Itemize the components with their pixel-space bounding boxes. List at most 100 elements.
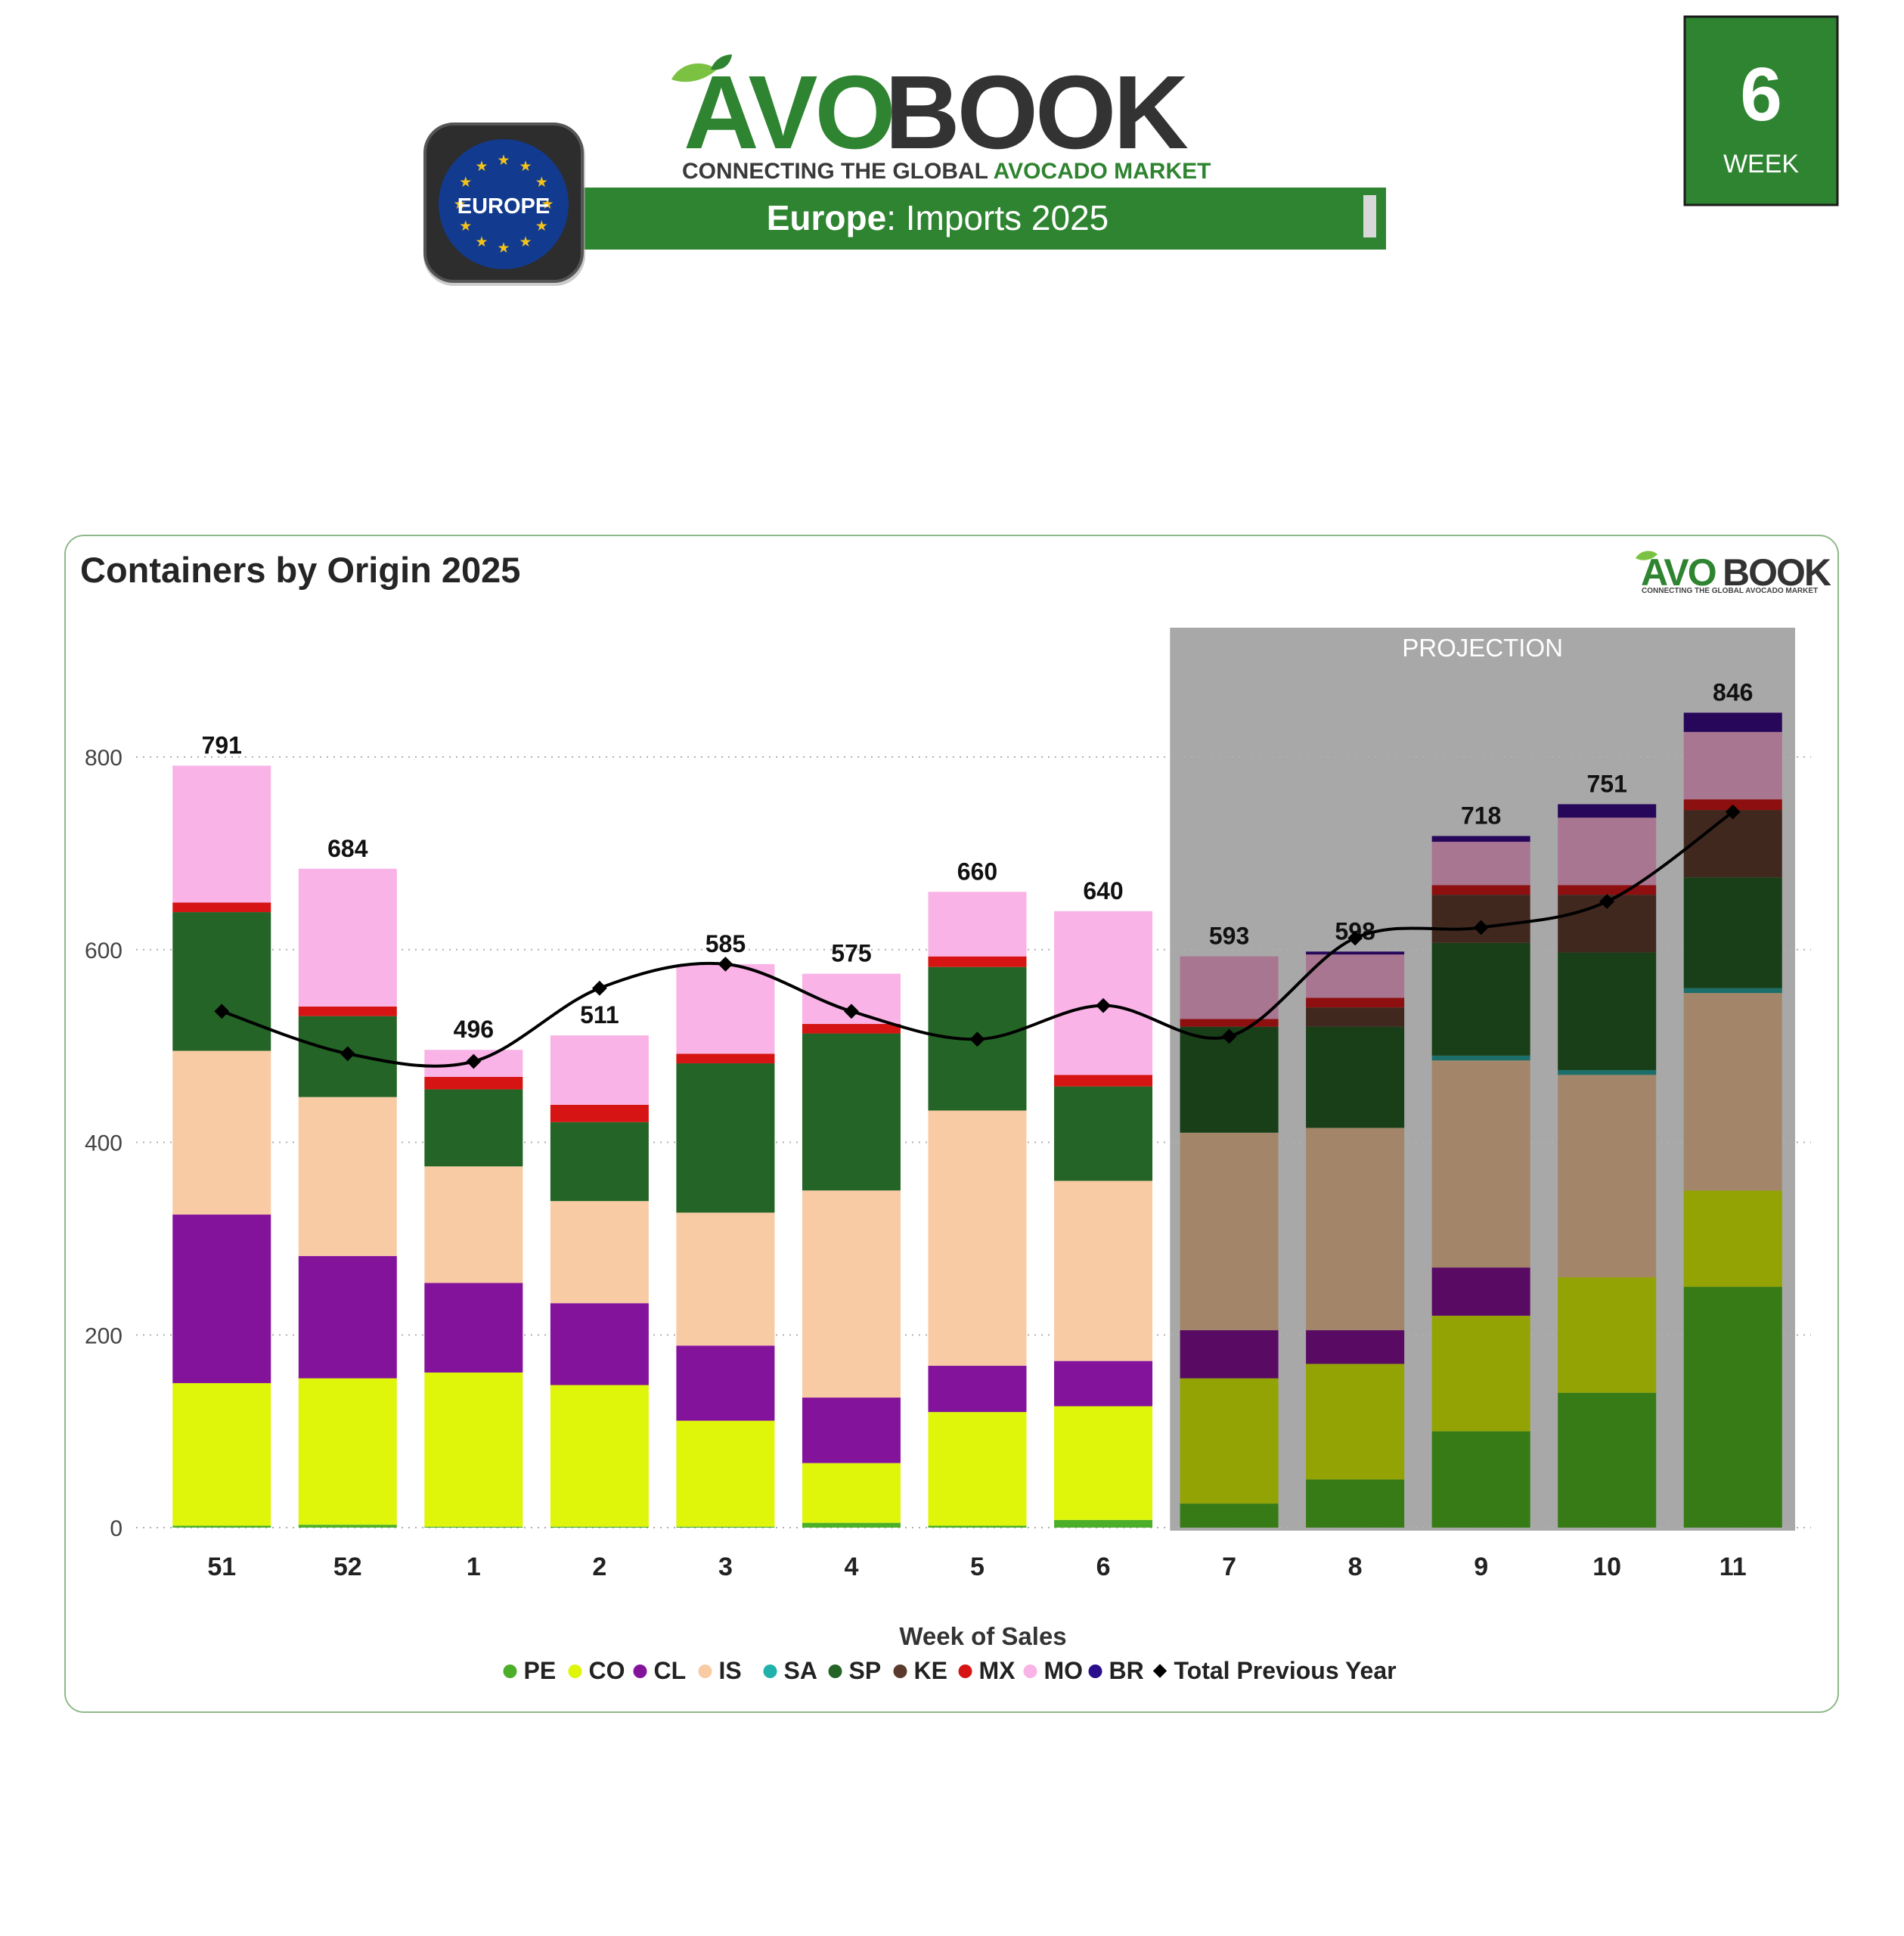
- x-tick-label: 8: [1348, 1553, 1363, 1581]
- bar-segment-sp: [1558, 952, 1657, 1070]
- previous-year-point: [718, 956, 733, 972]
- total-labels: 791684496511585575660640593598718751846: [202, 678, 1754, 1043]
- previous-year-point: [969, 1032, 985, 1047]
- bar-segment-mx: [1306, 997, 1405, 1008]
- bar-segment-mx: [172, 902, 271, 913]
- bar-segment-cl: [298, 1255, 397, 1379]
- bar-stack-week-10: [1558, 804, 1657, 1528]
- europe-badge: ★ ★★★★★★★★★★★ EUROPE: [423, 123, 585, 286]
- x-tick-label: 9: [1474, 1553, 1488, 1581]
- eu-star-icon: ★: [453, 197, 466, 213]
- brand-logo-avo: AVO: [684, 54, 893, 171]
- bar-segment-pe: [1054, 1519, 1153, 1528]
- banner-accent: [1363, 195, 1376, 237]
- bar-segment-mo: [1683, 731, 1782, 800]
- bar-segment-br: [1683, 712, 1782, 732]
- bar-segment-cl: [1054, 1360, 1153, 1407]
- bar-segment-mx: [298, 1006, 397, 1016]
- bar-stack-week-7: [1180, 956, 1279, 1528]
- x-tick-label: 10: [1592, 1553, 1621, 1581]
- watermark-avo: AVO: [1641, 551, 1716, 594]
- bar-segment-cl: [802, 1398, 901, 1463]
- previous-year-point: [1599, 894, 1615, 909]
- bar-segment-mx: [550, 1104, 649, 1122]
- bar-segment-cl: [1306, 1329, 1405, 1364]
- bar-stack-week-11: [1683, 712, 1782, 1528]
- bar-segment-mo: [1054, 911, 1153, 1075]
- bar-segment-br: [1431, 836, 1530, 842]
- bar-segment-sp: [1683, 877, 1782, 988]
- eu-stars-icon: ★ ★★★★★★★★★★★: [453, 153, 554, 256]
- legend-label: MO: [1044, 1657, 1084, 1684]
- bar-stack-week-5: [928, 892, 1027, 1528]
- eu-star-icon: ★: [535, 175, 548, 191]
- bar-segment-mx: [928, 956, 1027, 967]
- bar-segment-pe: [1180, 1503, 1279, 1528]
- bar-segment-is: [676, 1212, 775, 1346]
- previous-year-point: [1725, 804, 1741, 820]
- bar-segment-is: [1431, 1060, 1530, 1268]
- legend-label: KE: [914, 1657, 947, 1684]
- total-label: 575: [831, 940, 871, 967]
- bar-segment-is: [802, 1190, 901, 1398]
- total-label: 846: [1713, 678, 1753, 706]
- bar-segment-mx: [1180, 1019, 1279, 1027]
- total-label: 791: [202, 731, 242, 759]
- chart-title: Containers by Origin 2025: [80, 550, 520, 590]
- eu-star-icon: ★: [497, 153, 510, 169]
- bar-segment-co: [1431, 1315, 1530, 1432]
- bar-segment-br: [1558, 804, 1657, 818]
- x-tick-label: 2: [592, 1553, 606, 1581]
- total-label: 585: [705, 930, 746, 957]
- bar-segment-sp: [676, 1063, 775, 1213]
- bar-segment-ke: [1683, 810, 1782, 878]
- bar-segment-sa: [1558, 1069, 1657, 1075]
- eu-star-icon: ★: [475, 159, 488, 175]
- previous-year-point: [591, 980, 607, 996]
- total-label: 660: [957, 858, 997, 885]
- bar-segment-pe: [1306, 1479, 1405, 1528]
- x-tick-label: 5: [970, 1553, 985, 1581]
- bar-segment-cl: [1180, 1329, 1279, 1379]
- bar-segment-mx: [1054, 1075, 1153, 1087]
- eu-star-icon: ★: [535, 219, 548, 234]
- projection-label: PROJECTION: [1402, 634, 1563, 662]
- legend-marker: [1088, 1665, 1102, 1678]
- total-label: 684: [327, 835, 368, 862]
- legend-marker: [828, 1665, 842, 1678]
- bar-segment-co: [802, 1463, 901, 1523]
- x-tick-label: 51: [207, 1553, 236, 1581]
- x-tick-label: 7: [1222, 1553, 1236, 1581]
- bar-segment-pe: [172, 1525, 271, 1528]
- x-tick-label: 11: [1719, 1553, 1747, 1581]
- bar-segment-pe: [802, 1522, 901, 1528]
- legend-label: IS: [719, 1657, 742, 1684]
- legend-label: MX: [979, 1657, 1016, 1684]
- badge-region-label: EUROPE: [457, 194, 550, 219]
- y-tick-label: 200: [85, 1323, 122, 1348]
- week-label: WEEK: [1723, 150, 1799, 178]
- x-tick-label: 4: [845, 1553, 859, 1581]
- previous-year-point: [466, 1053, 482, 1069]
- legend-item-br: BR: [1088, 1657, 1144, 1684]
- chart-watermark-logo: AVO BOOK CONNECTING THE GLOBAL AVOCADO M…: [1636, 551, 1833, 595]
- bar-segment-mo: [676, 963, 775, 1054]
- watermark-book: BOOK: [1723, 551, 1831, 594]
- legend-marker: [698, 1665, 712, 1678]
- x-tick-label: 3: [718, 1553, 733, 1581]
- bar-stack-week-52: [298, 868, 397, 1528]
- legend-item-pe: PE: [503, 1657, 557, 1684]
- bar-stack-week-3: [676, 963, 775, 1528]
- legend-item-cl: CL: [633, 1657, 686, 1684]
- bar-segment-mx: [424, 1076, 523, 1090]
- legend-label: SA: [784, 1657, 817, 1684]
- legend-label: Total Previous Year: [1174, 1657, 1397, 1684]
- bar-segment-pe: [1683, 1286, 1782, 1528]
- legend-label: BR: [1109, 1657, 1144, 1684]
- bar-segment-mx: [1431, 885, 1530, 895]
- title-banner: [575, 188, 1386, 250]
- legend-label: PE: [524, 1657, 557, 1684]
- watermark-leaf-icon: [1636, 551, 1657, 560]
- legend-label: SP: [849, 1657, 882, 1684]
- bar-segment-co: [928, 1412, 1027, 1526]
